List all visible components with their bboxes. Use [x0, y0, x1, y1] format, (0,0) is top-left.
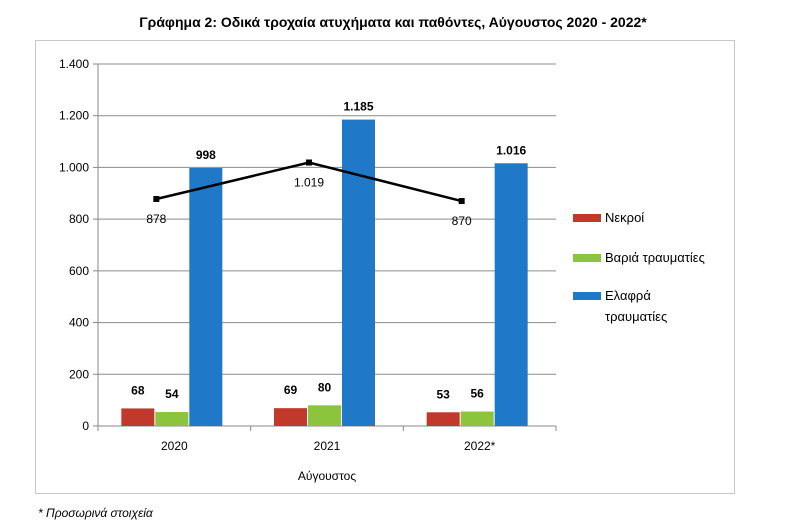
bar — [426, 412, 460, 426]
data-label: 80 — [318, 380, 332, 394]
data-label: 53 — [436, 387, 450, 401]
y-tick-label: 400 — [69, 316, 89, 330]
legend-label: Νεκροί — [605, 210, 644, 225]
line-label: 878 — [146, 212, 166, 226]
bar — [494, 163, 528, 426]
data-label: 68 — [131, 383, 145, 397]
bar — [274, 408, 307, 426]
line-point — [306, 159, 312, 166]
y-tick-label: 800 — [69, 212, 89, 226]
data-label: 998 — [196, 148, 216, 162]
bar — [308, 405, 341, 426]
y-tick-label: 1.400 — [59, 57, 89, 71]
data-label: 56 — [470, 387, 484, 401]
x-tick-label: 2022* — [464, 439, 496, 453]
footnote: * Προσωρινά στοιχεία — [38, 506, 153, 520]
line-point — [458, 198, 465, 205]
x-tick-label: 2020 — [161, 439, 188, 453]
chart-svg: 0 200 400 600 800 1.000 1.200 1.400 2020 2021 2022… — [59, 57, 705, 483]
bar — [155, 412, 189, 426]
chart-frame — [35, 40, 735, 494]
y-tick-label: 1.000 — [59, 160, 89, 174]
legend-swatch — [573, 254, 601, 262]
y-tick-label: 200 — [69, 367, 89, 381]
bar — [189, 167, 223, 426]
chart-title: Γράφημα 2: Οδικά τροχαία ατυχήματα και π… — [139, 14, 647, 30]
bar — [121, 408, 155, 426]
legend-label: Ελαφρά — [605, 288, 651, 303]
legend-label: Βαριά τραυματίες — [605, 250, 705, 265]
line-label: 1.019 — [294, 176, 324, 190]
y-tick-label: 600 — [69, 264, 89, 278]
data-label: 1.185 — [343, 100, 373, 114]
data-label: 69 — [284, 383, 298, 397]
x-tick-label: 2021 — [314, 439, 341, 453]
bar — [342, 119, 375, 426]
data-label: 1.016 — [496, 143, 526, 157]
x-axis-title: Αύγουστος — [298, 469, 356, 483]
bar — [460, 411, 494, 426]
data-label: 54 — [165, 387, 179, 401]
y-tick-label: 0 — [82, 419, 89, 433]
line-point — [153, 195, 160, 202]
y-tick-label: 1.200 — [59, 109, 89, 123]
legend-label-cont: τραυματίες — [605, 309, 667, 324]
line-label: 870 — [452, 214, 472, 228]
legend-swatch — [573, 292, 601, 300]
legend-swatch — [573, 214, 601, 222]
